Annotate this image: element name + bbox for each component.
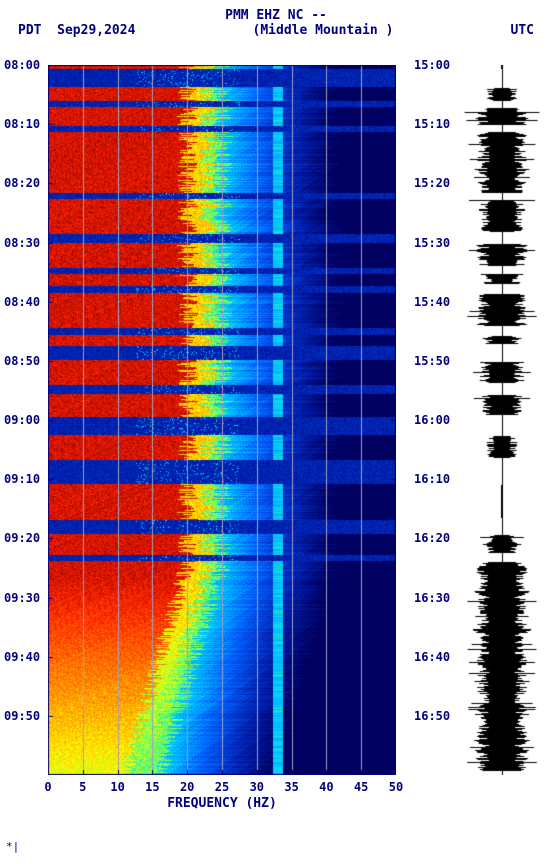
x-tick: 0 — [44, 780, 51, 794]
y-left-tick: 08:10 — [4, 117, 40, 131]
spectrogram-plot — [48, 65, 396, 775]
y-left-tick: 09:50 — [4, 709, 40, 723]
y-right-tick: 16:00 — [414, 413, 450, 427]
x-tick: 35 — [284, 780, 298, 794]
y-left-tick: 09:10 — [4, 472, 40, 486]
y-right-tick: 16:30 — [414, 591, 450, 605]
y-right-tick: 15:10 — [414, 117, 450, 131]
y-right-tick: 15:20 — [414, 176, 450, 190]
y-left-tick: 09:00 — [4, 413, 40, 427]
spectrogram-canvas — [48, 65, 396, 775]
left-tz: PDT — [18, 23, 41, 38]
y-left-tick: 08:40 — [4, 295, 40, 309]
y-right-tick: 15:30 — [414, 236, 450, 250]
x-tick: 15 — [145, 780, 159, 794]
date: Sep29,2024 — [57, 23, 135, 38]
y-right-tick: 16:20 — [414, 531, 450, 545]
y-right-tick: 15:40 — [414, 295, 450, 309]
station-code: PMM EHZ NC -- — [0, 0, 552, 23]
x-tick: 25 — [215, 780, 229, 794]
y-left-tick: 08:00 — [4, 58, 40, 72]
waveform-trace — [462, 65, 542, 775]
y-left-tick: 09:20 — [4, 531, 40, 545]
y-right-tick: 16:10 — [414, 472, 450, 486]
x-tick: 50 — [389, 780, 403, 794]
y-right-tick: 16:50 — [414, 709, 450, 723]
x-tick: 30 — [250, 780, 264, 794]
right-tz: UTC — [511, 23, 534, 38]
x-tick: 40 — [319, 780, 333, 794]
y-left-tick: 09:30 — [4, 591, 40, 605]
x-tick: 10 — [110, 780, 124, 794]
y-left-tick: 08:30 — [4, 236, 40, 250]
corner-mark: *| — [6, 840, 19, 853]
y-left-tick: 08:50 — [4, 354, 40, 368]
y-right-tick: 16:40 — [414, 650, 450, 664]
x-tick: 5 — [79, 780, 86, 794]
y-right-tick: 15:50 — [414, 354, 450, 368]
x-tick: 20 — [180, 780, 194, 794]
y-left-tick: 09:40 — [4, 650, 40, 664]
header-row: PDT Sep29,2024 (Middle Mountain ) UTC — [0, 23, 552, 38]
x-tick: 45 — [354, 780, 368, 794]
x-axis-title: FREQUENCY (HZ) — [48, 796, 396, 811]
station-name: (Middle Mountain ) — [253, 23, 394, 38]
y-right-tick: 15:00 — [414, 58, 450, 72]
y-left-tick: 08:20 — [4, 176, 40, 190]
